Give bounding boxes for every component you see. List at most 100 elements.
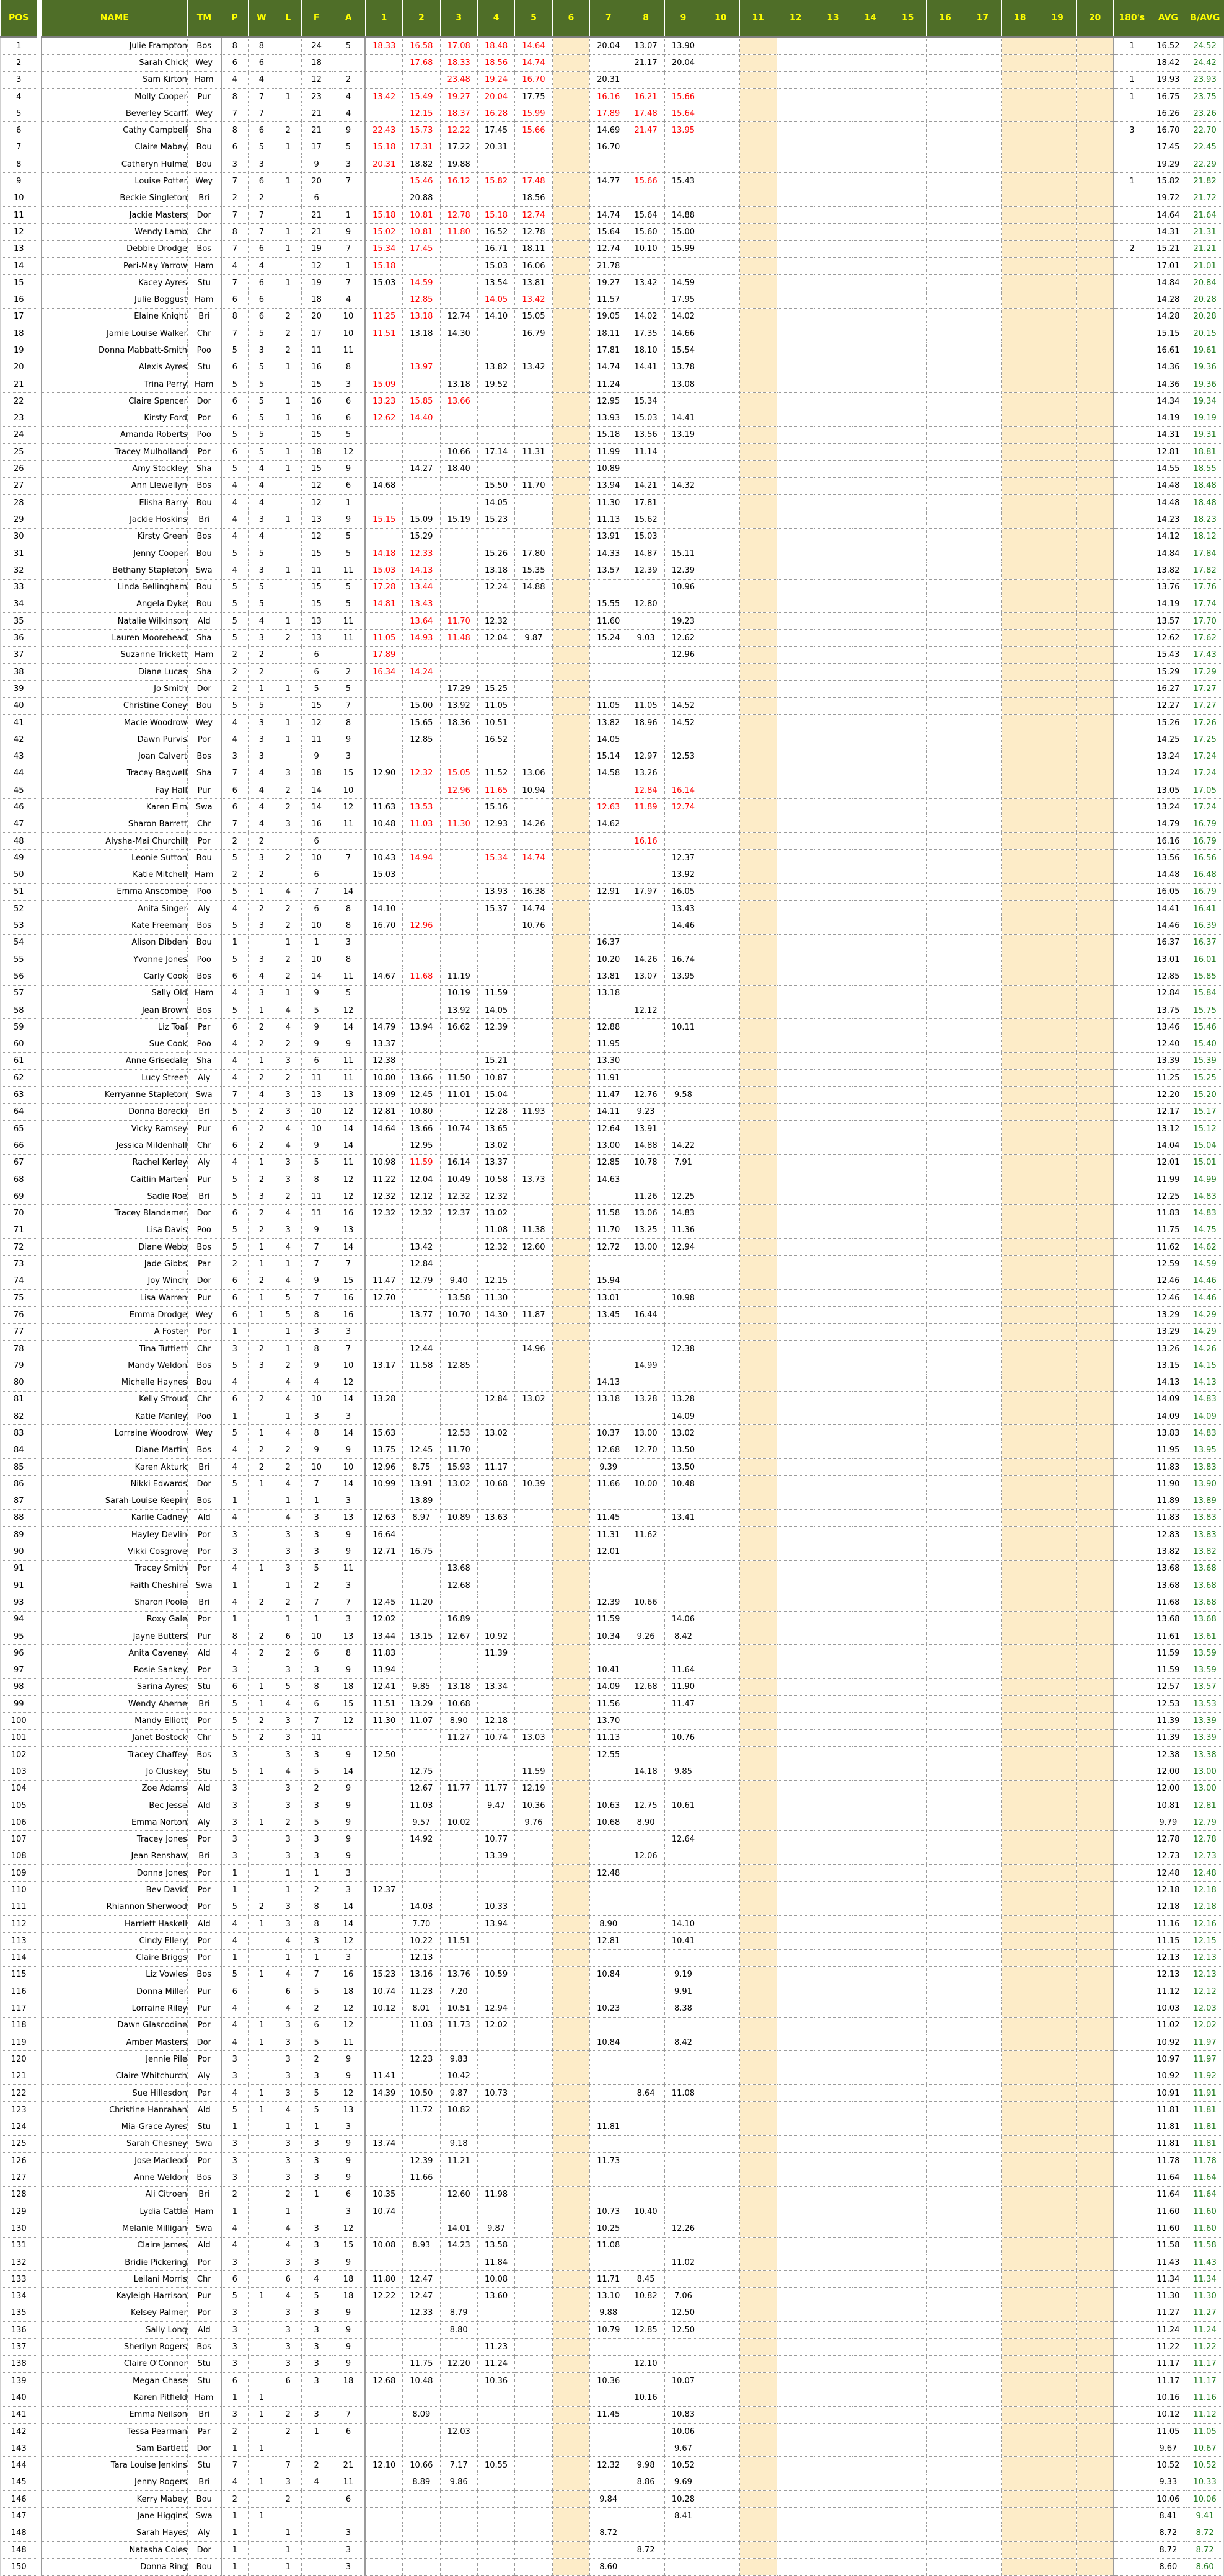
table-row[interactable]: 110 Bev David Por 1 1 2 3 12.37 12.18 12.18 bbox=[0, 1881, 1224, 1899]
cell-name[interactable]: Dawn Purvis bbox=[41, 731, 188, 749]
table-row[interactable]: 140 Karen Pitfield Ham 1 1 10.16 10.16 11.16 bbox=[0, 2389, 1224, 2407]
cell-name[interactable]: Claire Whitchurch bbox=[41, 2068, 188, 2085]
cell-name[interactable]: Rosie Sankey bbox=[41, 1662, 188, 1679]
col-header-w[interactable]: W bbox=[248, 0, 275, 38]
cell-name[interactable]: Claire O'Connor bbox=[41, 2355, 188, 2373]
table-row[interactable]: 139 Megan Chase Stu 6 6 3 18 12.68 10.48 10.36 10.… bbox=[0, 2372, 1224, 2390]
cell-name[interactable]: Sadie Roe bbox=[41, 1188, 188, 1206]
col-header-180s[interactable]: 180's bbox=[1113, 0, 1151, 38]
cell-name[interactable]: Wendy Lamb bbox=[41, 223, 188, 241]
table-row[interactable]: 47 Sharon Barrett Chr 7 4 3 16 11 10.48 11.03 11.3… bbox=[0, 816, 1224, 833]
cell-name[interactable]: Peri-May Yarrow bbox=[41, 257, 188, 275]
table-row[interactable]: 148 Sarah Hayes Aly 1 1 3 8.72 8.72 8.72 bbox=[0, 2525, 1224, 2542]
cell-name[interactable]: Lydia Cattle bbox=[41, 2203, 188, 2221]
cell-name[interactable]: Linda Bellingham bbox=[41, 579, 188, 596]
cell-name[interactable]: Bec Jesse bbox=[41, 1797, 188, 1815]
col-header-leg-14[interactable]: 14 bbox=[852, 0, 890, 38]
cell-name[interactable]: Kayleigh Harrison bbox=[41, 2287, 188, 2305]
cell-name[interactable]: Vikki Cosgrove bbox=[41, 1543, 188, 1561]
table-row[interactable]: 27 Ann Llewellyn Bos 4 4 12 6 14.68 15.50 11.70 13… bbox=[0, 477, 1224, 495]
table-row[interactable]: 65 Vicky Ramsey Pur 6 2 4 10 14 14.64 13.66 10.74 1… bbox=[0, 1120, 1224, 1138]
table-row[interactable]: 36 Lauren Moorehead Sha 5 3 2 13 11 11.05 14.93 11… bbox=[0, 629, 1224, 647]
cell-name[interactable]: Sarina Ayres bbox=[41, 1678, 188, 1696]
cell-name[interactable]: Donna Jones bbox=[41, 1864, 188, 1882]
cell-name[interactable]: Sharon Barrett bbox=[41, 816, 188, 833]
table-row[interactable]: 143 Sam Bartlett Dor 1 1 9.67 9.67 10.67 bbox=[0, 2440, 1224, 2458]
cell-name[interactable]: Tracey Chaffey bbox=[41, 1746, 188, 1764]
col-header-leg-6[interactable]: 6 bbox=[552, 0, 591, 38]
cell-name[interactable]: Lisa Davis bbox=[41, 1222, 188, 1240]
cell-name[interactable]: Donna Miller bbox=[41, 1983, 188, 2001]
table-row[interactable]: 136 Sally Long Ald 3 3 3 9 8.80 10.79 12.85 12.50 1… bbox=[0, 2321, 1224, 2339]
table-row[interactable]: 69 Sadie Roe Bri 5 3 2 11 12 12.32 12.12 12.32 12.3… bbox=[0, 1188, 1224, 1206]
table-row[interactable]: 50 Katie Mitchell Ham 2 2 6 15.03 13.92 14.48 16.… bbox=[0, 867, 1224, 884]
col-header-tm[interactable]: TM bbox=[187, 0, 222, 38]
cell-name[interactable]: Liz Vowles bbox=[41, 1966, 188, 1984]
table-row[interactable]: 70 Tracey Blandamer Dor 6 2 4 11 16 12.32 12.32 12… bbox=[0, 1204, 1224, 1222]
cell-name[interactable]: Kerry Mabey bbox=[41, 2490, 188, 2508]
table-row[interactable]: 41 Macie Woodrow Wey 4 3 1 12 8 15.65 18.36 10.51 1… bbox=[0, 714, 1224, 732]
cell-name[interactable]: Tessa Pearman bbox=[41, 2423, 188, 2441]
table-row[interactable]: 58 Jean Brown Bos 5 1 4 5 12 13.92 14.05 12.12 13.7… bbox=[0, 1002, 1224, 1020]
cell-name[interactable]: Yvonne Jones bbox=[41, 951, 188, 969]
cell-name[interactable]: Emma Neilson bbox=[41, 2406, 188, 2424]
table-row[interactable]: 7 Claire Mabey Bou 6 5 1 17 5 15.18 17.31 17.22 20.… bbox=[0, 139, 1224, 157]
cell-name[interactable]: Tina Tuttiett bbox=[41, 1340, 188, 1358]
cell-name[interactable]: Tara Louise Jenkins bbox=[41, 2456, 188, 2474]
table-row[interactable]: 42 Dawn Purvis Por 4 3 1 11 9 12.85 16.52 14.05 14.… bbox=[0, 731, 1224, 749]
cell-name[interactable]: Jose Macleod bbox=[41, 2152, 188, 2170]
cell-name[interactable]: Anne Weldon bbox=[41, 2169, 188, 2187]
cell-name[interactable]: Jo Cluskey bbox=[41, 1763, 188, 1781]
table-row[interactable]: 68 Caitlin Marten Pur 5 2 3 8 12 11.22 12.04 10.49… bbox=[0, 1171, 1224, 1189]
table-row[interactable]: 88 Karlie Cadney Ald 4 4 3 13 12.63 8.97 10.89 13.… bbox=[0, 1509, 1224, 1527]
table-row[interactable]: 49 Leonie Sutton Bou 5 3 2 10 7 10.43 14.94 15.34 1… bbox=[0, 849, 1224, 867]
table-row[interactable]: 54 Alison Dibden Bou 1 1 1 3 16.37 16.37 16.37 bbox=[0, 934, 1224, 952]
cell-name[interactable]: Donna Mabbatt-Smith bbox=[41, 342, 188, 359]
cell-name[interactable]: Kelly Stroud bbox=[41, 1391, 188, 1409]
cell-name[interactable]: Rhiannon Sherwood bbox=[41, 1899, 188, 1916]
cell-name[interactable]: Sam Kirton bbox=[41, 71, 188, 89]
table-row[interactable]: 75 Lisa Warren Pur 6 1 5 7 16 12.70 13.58 11.30 13.… bbox=[0, 1289, 1224, 1307]
col-header-name[interactable]: NAME bbox=[41, 0, 188, 38]
cell-name[interactable]: Debbie Drodge bbox=[41, 240, 188, 258]
cell-name[interactable]: Mandy Weldon bbox=[41, 1357, 188, 1375]
cell-name[interactable]: Karlie Cadney bbox=[41, 1509, 188, 1527]
table-row[interactable]: 18 Jamie Louise Walker Chr 7 5 2 17 10 11.51 13.1… bbox=[0, 325, 1224, 343]
table-row[interactable]: 11 Jackie Masters Dor 7 7 21 1 15.18 10.81 12.78 1… bbox=[0, 206, 1224, 224]
table-row[interactable]: 108 Jean Renshaw Bri 3 3 3 9 13.39 12.06 12.73 12.… bbox=[0, 1848, 1224, 1866]
table-row[interactable]: 109 Donna Jones Por 1 1 1 3 12.48 12.48 12.48 bbox=[0, 1864, 1224, 1882]
table-row[interactable]: 48 Alysha-Mai Churchill Por 2 2 6 16.16 16.16 16… bbox=[0, 832, 1224, 850]
table-row[interactable]: 3 Sam Kirton Ham 4 4 12 2 23.48 19.24 16.70 20.31 1… bbox=[0, 71, 1224, 89]
cell-name[interactable]: Caitlin Marten bbox=[41, 1171, 188, 1189]
cell-name[interactable]: Roxy Gale bbox=[41, 1611, 188, 1628]
col-header-bavg[interactable]: B/AVG bbox=[1186, 0, 1224, 38]
table-row[interactable]: 97 Rosie Sankey Por 3 3 3 9 13.94 10.41 11.64 11.5… bbox=[0, 1662, 1224, 1679]
cell-name[interactable]: Elaine Knight bbox=[41, 308, 188, 326]
cell-name[interactable]: Suzanne Trickett bbox=[41, 646, 188, 664]
table-row[interactable]: 17 Elaine Knight Bri 8 6 2 20 10 11.25 13.18 12.74… bbox=[0, 308, 1224, 326]
cell-name[interactable]: Lorraine Riley bbox=[41, 2000, 188, 2018]
table-row[interactable]: 4 Molly Cooper Pur 8 7 1 23 4 13.42 15.49 19.27 20.… bbox=[0, 88, 1224, 106]
table-row[interactable]: 98 Sarina Ayres Stu 6 1 5 8 18 12.41 9.85 13.18 13.… bbox=[0, 1678, 1224, 1696]
cell-name[interactable]: Macie Woodrow bbox=[41, 714, 188, 732]
cell-name[interactable]: Angela Dyke bbox=[41, 596, 188, 614]
table-row[interactable]: 104 Zoe Adams Ald 3 3 2 9 12.67 11.77 11.77 12.19 1… bbox=[0, 1780, 1224, 1797]
table-row[interactable]: 117 Lorraine Riley Pur 4 4 2 12 10.12 8.01 10.51 1… bbox=[0, 2000, 1224, 2018]
table-row[interactable]: 35 Natalie Wilkinson Ald 5 4 1 13 11 13.64 11.70 1… bbox=[0, 612, 1224, 630]
cell-name[interactable]: Lorraine Woodrow bbox=[41, 1424, 188, 1442]
cell-name[interactable]: Claire Mabey bbox=[41, 139, 188, 157]
col-header-l[interactable]: L bbox=[275, 0, 302, 38]
table-row[interactable]: 83 Lorraine Woodrow Wey 5 1 4 8 14 15.63 12.53 13.… bbox=[0, 1424, 1224, 1442]
table-row[interactable]: 29 Jackie Hoskins Bri 4 3 1 13 9 15.15 15.09 15.19… bbox=[0, 511, 1224, 529]
cell-name[interactable]: Fay Hall bbox=[41, 782, 188, 800]
table-row[interactable]: 138 Claire O'Connor Stu 3 3 3 9 11.75 12.20 11.24… bbox=[0, 2355, 1224, 2373]
table-row[interactable]: 90 Vikki Cosgrove Por 3 3 3 9 12.71 16.75 12.01 13… bbox=[0, 1543, 1224, 1561]
table-row[interactable]: 15 Kacey Ayres Stu 7 6 1 19 7 15.03 14.59 13.54 13.… bbox=[0, 274, 1224, 292]
col-header-leg-18[interactable]: 18 bbox=[1001, 0, 1039, 38]
cell-name[interactable]: Kate Freeman bbox=[41, 917, 188, 935]
table-row[interactable]: 32 Bethany Stapleton Swa 4 3 1 11 11 15.03 14.13 1… bbox=[0, 562, 1224, 580]
table-row[interactable]: 73 Jade Gibbs Par 2 1 1 7 7 12.84 12.59 14.59 bbox=[0, 1255, 1224, 1273]
cell-name[interactable]: Michelle Haynes bbox=[41, 1374, 188, 1392]
cell-name[interactable]: Dawn Glascodine bbox=[41, 2017, 188, 2035]
table-row[interactable]: 55 Yvonne Jones Poo 5 3 2 10 8 10.20 14.26 16.74 13… bbox=[0, 951, 1224, 969]
